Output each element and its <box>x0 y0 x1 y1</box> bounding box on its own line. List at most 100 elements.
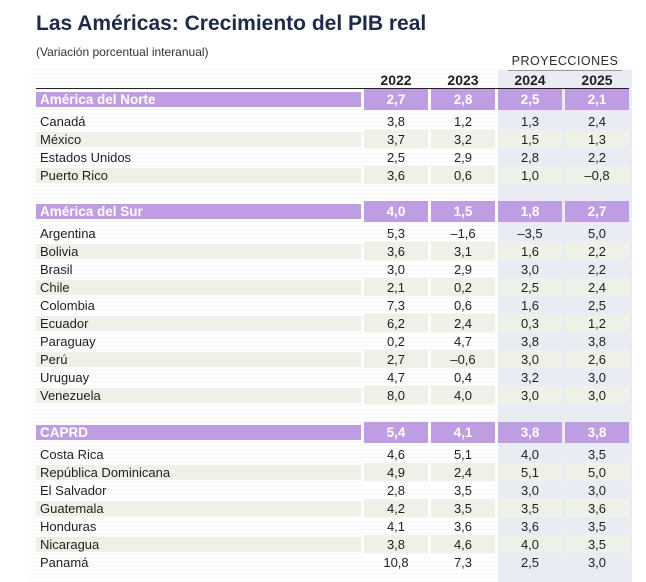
value-2022: 3,7 <box>364 130 428 148</box>
region-value-2022: 2,7 <box>364 89 428 110</box>
value-2025: 3,8 <box>587 333 607 349</box>
value-2023: 0,6 <box>453 297 473 313</box>
value-2022: 6,2 <box>364 314 428 332</box>
value-2022: 4,2 <box>364 499 428 517</box>
region-value-2024: 2,5 <box>498 89 562 110</box>
country-name: Panamá <box>40 554 89 570</box>
country-name: Uruguay <box>40 369 90 385</box>
country-name: Ecuador <box>36 315 361 331</box>
region-header-row: América del Sur 4,0 1,5 1,8 2,7 <box>36 201 629 222</box>
value-2023: 4,7 <box>453 333 473 349</box>
value-2025: 3,0 <box>587 369 607 385</box>
value-2024: 1,0 <box>498 166 562 184</box>
year-header-2022: 2022 <box>380 72 412 88</box>
country-name: Nicaragua <box>36 536 361 552</box>
table-row: Ecuador 6,2 2,4 0,3 1,2 <box>36 314 629 332</box>
country-name: México <box>36 131 361 147</box>
region-value-2025: 3,8 <box>565 422 629 443</box>
value-2024: 1,6 <box>520 297 540 313</box>
value-2024: 2,5 <box>520 554 540 570</box>
value-2024: 3,0 <box>520 261 540 277</box>
region-name: América del Norte <box>36 92 361 107</box>
projections-label: PROYECCIONES <box>511 54 619 68</box>
value-2024: 3,5 <box>498 499 562 517</box>
table-row: Canadá 3,8 1,2 1,3 2,4 <box>36 112 629 130</box>
table-row: Honduras 4,1 3,6 3,6 3,5 <box>36 517 629 535</box>
country-name: Venezuela <box>36 387 361 403</box>
value-2025: 3,5 <box>565 535 629 553</box>
year-header-2023: 2023 <box>447 72 479 88</box>
value-2022: 2,7 <box>364 350 428 368</box>
table-row: Colombia 7,3 0,6 1,6 2,5 <box>36 296 629 314</box>
value-2024: 3,6 <box>520 518 540 534</box>
country-name: Bolivia <box>36 243 361 259</box>
value-2022: 8,0 <box>364 386 428 404</box>
value-2024: 3,0 <box>520 482 540 498</box>
page-subtitle: (Variación porcentual interanual) <box>36 45 209 59</box>
value-2022: 0,2 <box>386 333 406 349</box>
value-2023: –0,6 <box>431 350 495 368</box>
value-2024: 5,1 <box>498 463 562 481</box>
value-2022: 3,6 <box>364 166 428 184</box>
value-2023: 2,4 <box>431 314 495 332</box>
value-2023: 0,4 <box>453 369 473 385</box>
value-2025: 2,2 <box>587 261 607 277</box>
value-2025: –0,8 <box>565 166 629 184</box>
region-block-america-del-norte: América del Norte 2,7 2,8 2,5 2,1 Canadá… <box>36 89 629 184</box>
value-2024: 2,5 <box>498 278 562 296</box>
value-2025: 1,3 <box>565 130 629 148</box>
region-value-2023: 4,1 <box>431 422 495 443</box>
region-name: CAPRD <box>36 425 361 440</box>
year-header-2025: 2025 <box>581 72 613 88</box>
value-2023: 2,9 <box>453 149 473 165</box>
country-name: Argentina <box>40 225 96 241</box>
country-name: Honduras <box>40 518 97 534</box>
region-name: América del Sur <box>36 204 361 219</box>
value-2023: 4,0 <box>431 386 495 404</box>
value-2025: 2,4 <box>565 278 629 296</box>
table-row: El Salvador 2,8 3,5 3,0 3,0 <box>36 481 629 499</box>
value-2023: 5,1 <box>453 446 473 462</box>
country-name: Paraguay <box>40 333 96 349</box>
projections-rule <box>508 70 622 71</box>
header-rule <box>36 88 629 89</box>
table-row: Perú 2,7 –0,6 3,0 2,6 <box>36 350 629 368</box>
value-2025: 2,4 <box>587 113 607 129</box>
value-2022: 5,3 <box>386 225 406 241</box>
table-row: México 3,7 3,2 1,5 1,3 <box>36 130 629 148</box>
value-2025: 3,5 <box>587 518 607 534</box>
value-2024: 3,0 <box>498 386 562 404</box>
value-2025: 5,0 <box>565 463 629 481</box>
country-name: Puerto Rico <box>36 167 361 183</box>
value-2024: 4,0 <box>520 446 540 462</box>
country-name: Guatemala <box>36 500 361 516</box>
page-title: Las Américas: Crecimiento del PIB real <box>36 12 427 35</box>
region-value-2023: 1,5 <box>431 201 495 222</box>
value-2022: 4,6 <box>386 446 406 462</box>
value-2023: 3,2 <box>431 130 495 148</box>
value-2024: 1,5 <box>498 130 562 148</box>
value-2024: 0,3 <box>498 314 562 332</box>
value-2024: 4,0 <box>498 535 562 553</box>
region-value-2023: 2,8 <box>431 89 495 110</box>
value-2022: 3,8 <box>386 113 406 129</box>
value-2022: 3,0 <box>386 261 406 277</box>
year-header-2024: 2024 <box>514 72 546 88</box>
table-row: Panamá 10,8 7,3 2,5 3,0 <box>36 553 629 571</box>
value-2025: 2,6 <box>565 350 629 368</box>
value-2023: 3,6 <box>453 518 473 534</box>
country-name: Colombia <box>40 297 95 313</box>
region-block-america-del-sur: América del Sur 4,0 1,5 1,8 2,7 Argentin… <box>36 201 629 404</box>
table-row: Paraguay 0,2 4,7 3,8 3,8 <box>36 332 629 350</box>
value-2024: –3,5 <box>517 225 543 241</box>
region-value-2022: 4,0 <box>364 201 428 222</box>
table-row: Puerto Rico 3,6 0,6 1,0 –0,8 <box>36 166 629 184</box>
value-2023: 3,1 <box>431 242 495 260</box>
value-2023: 3,5 <box>431 499 495 517</box>
region-value-2025: 2,1 <box>565 89 629 110</box>
country-name: Chile <box>36 279 361 295</box>
value-2023: 1,2 <box>453 113 473 129</box>
table-row: Uruguay 4,7 0,4 3,2 3,0 <box>36 368 629 386</box>
value-2023: –1,6 <box>450 225 476 241</box>
country-name: Perú <box>36 351 361 367</box>
